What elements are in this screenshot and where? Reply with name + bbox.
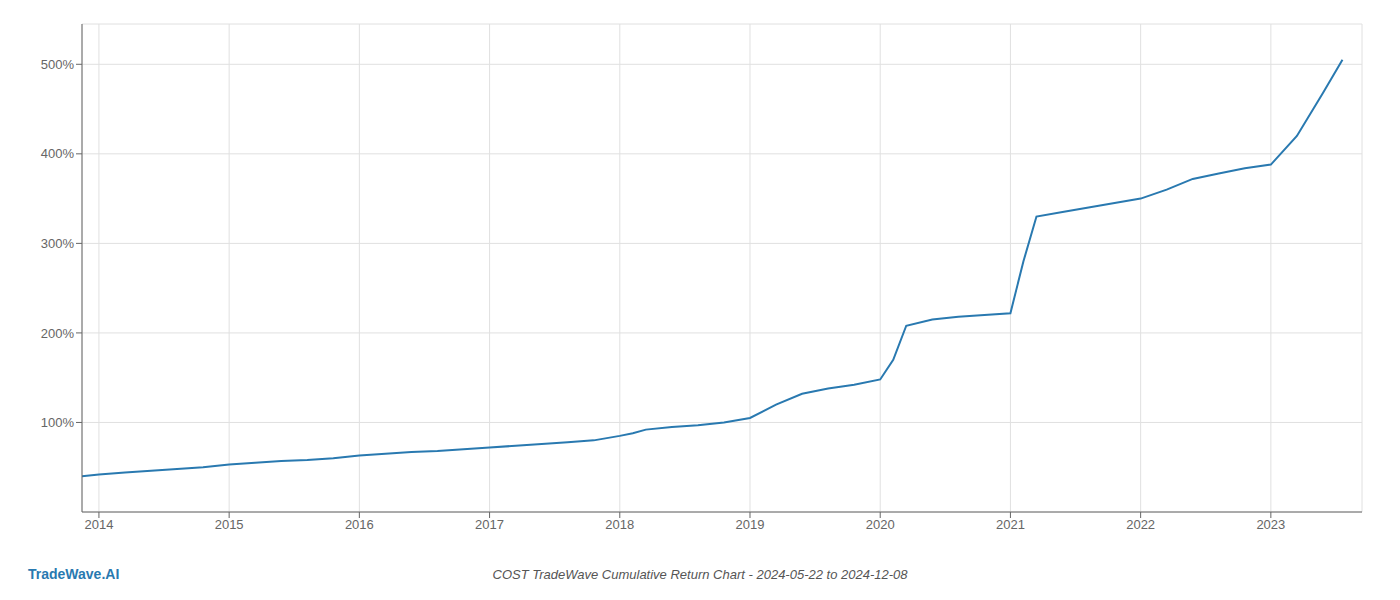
svg-text:2015: 2015	[215, 517, 244, 532]
svg-text:2019: 2019	[736, 517, 765, 532]
svg-text:2021: 2021	[996, 517, 1025, 532]
svg-text:400%: 400%	[41, 146, 75, 161]
svg-text:2018: 2018	[605, 517, 634, 532]
svg-text:100%: 100%	[41, 415, 75, 430]
svg-text:2016: 2016	[345, 517, 374, 532]
svg-text:2014: 2014	[84, 517, 113, 532]
html-text:COST TradeWave Cumulative Retu: COST TradeWave Cumulative Return Chart -…	[492, 566, 908, 582]
svg-text:300%: 300%	[41, 236, 75, 251]
svg-text:500%: 500%	[41, 57, 75, 72]
html-text:TradeWave.AI: TradeWave.AI	[28, 566, 120, 582]
svg-text:2020: 2020	[866, 517, 895, 532]
svg-text:200%: 200%	[41, 326, 75, 341]
svg-text:2023: 2023	[1256, 517, 1285, 532]
svg-text:2022: 2022	[1126, 517, 1155, 532]
svg-text:2017: 2017	[475, 517, 504, 532]
